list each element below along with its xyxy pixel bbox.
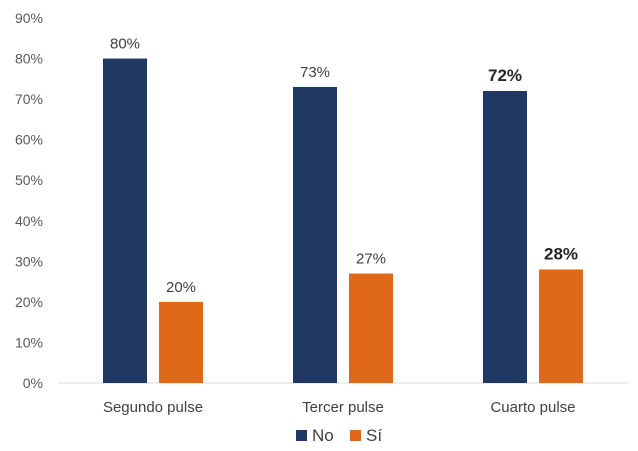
bar-si-0 (159, 301, 203, 383)
y-tick-label: 70% (15, 91, 43, 107)
legend-label: Sí (366, 426, 382, 445)
legend-swatch (350, 430, 361, 441)
data-label: 27% (356, 251, 386, 268)
y-tick-label: 40% (15, 213, 43, 229)
bar-no-0 (103, 58, 147, 384)
legend: No Sí (296, 426, 382, 445)
bar-no-2 (483, 91, 527, 383)
y-tick-label: 0% (23, 375, 43, 391)
y-tick-label: 10% (15, 334, 43, 350)
data-label: 20% (166, 279, 196, 296)
data-label: 72% (488, 66, 522, 85)
y-tick-label: 50% (15, 172, 43, 188)
legend-swatch (296, 430, 307, 441)
y-tick-label: 30% (15, 253, 43, 269)
x-tick-label: Cuarto pulse (490, 399, 575, 416)
y-tick-label: 90% (15, 10, 43, 26)
bars-group: 80% 20% 73% 27% 72% 28% (103, 36, 583, 384)
x-axis-labels: Segundo pulse Tercer pulse Cuarto pulse (103, 399, 576, 416)
y-tick-label: 20% (15, 294, 43, 310)
data-label: 73% (300, 64, 330, 81)
y-tick-label: 80% (15, 51, 43, 67)
legend-label: No (312, 426, 334, 445)
y-axis: 0% 10% 20% 30% 40% 50% 60% 70% 80% 90% (15, 10, 43, 391)
x-tick-label: Tercer pulse (302, 399, 384, 416)
bar-si-2 (539, 269, 583, 383)
bar-no-1 (293, 86, 337, 383)
data-label: 80% (110, 36, 140, 53)
x-tick-label: Segundo pulse (103, 399, 203, 416)
bar-si-1 (349, 273, 393, 383)
data-label: 28% (544, 244, 578, 263)
y-tick-label: 60% (15, 132, 43, 148)
